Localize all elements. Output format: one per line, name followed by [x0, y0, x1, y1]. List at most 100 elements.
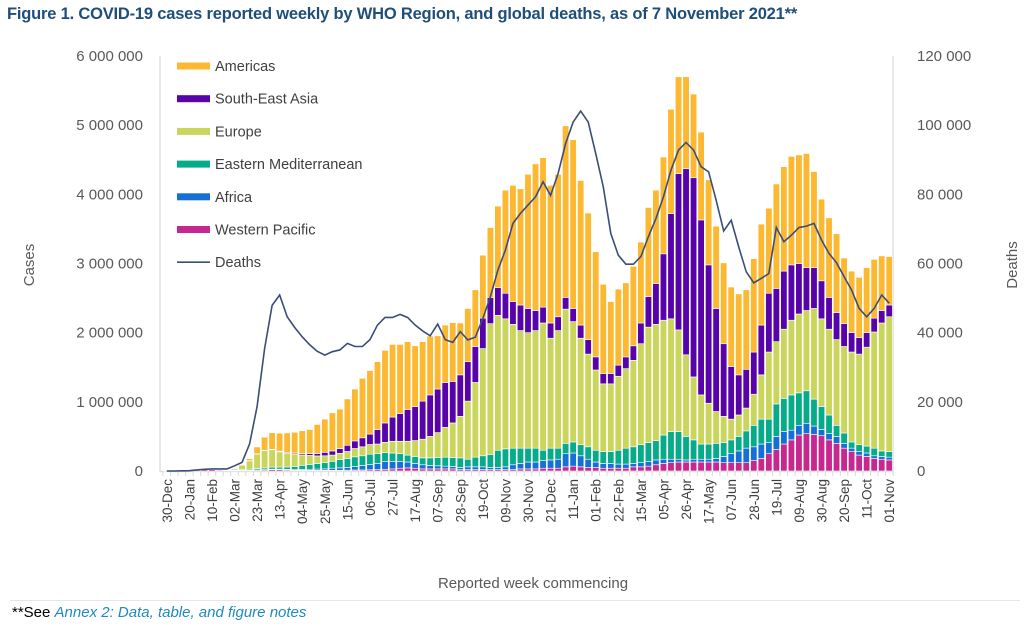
bar-segment-western-pacific	[810, 434, 818, 472]
bar-segment-europe	[825, 328, 833, 416]
bar-segment-americas	[321, 418, 329, 453]
bar-segment-europe	[516, 330, 524, 449]
bar-segment-western-pacific	[562, 466, 570, 472]
bar-segment-africa	[343, 467, 351, 471]
x-tick-label: 17-May	[702, 479, 717, 524]
bar-segment-americas	[863, 267, 871, 333]
bar-segment-africa	[358, 465, 366, 471]
bar-segment-western-pacific	[817, 435, 826, 472]
bar-segment-western-pacific	[547, 467, 555, 472]
bar-segment-europe	[501, 318, 509, 450]
bar-segment-south-east-asia	[366, 433, 374, 445]
bar-segment-south-east-asia	[426, 394, 434, 437]
bar-segment-americas	[516, 188, 524, 306]
bar-segment-americas	[885, 256, 893, 306]
bar-segment-europe	[389, 440, 397, 454]
x-tick-label: 30-Dec	[160, 479, 175, 523]
bar-segment-americas	[419, 341, 427, 402]
x-tick-label: 17-Aug	[408, 479, 423, 523]
bar-segment-south-east-asia	[667, 213, 675, 320]
y-tick-label: 4 000 000	[76, 186, 143, 203]
bar-segment-europe	[381, 441, 389, 453]
bar-segment-western-pacific	[848, 451, 856, 472]
bar-segment-western-pacific	[652, 464, 660, 472]
annex-link[interactable]: Annex 2: Data, table, and figure notes	[54, 604, 307, 621]
bar-segment-europe	[524, 332, 532, 449]
bar-segment-eastern-mediterranean	[464, 458, 472, 468]
bar-segment-eastern-mediterranean	[772, 403, 780, 437]
bar-segment-africa	[659, 458, 667, 464]
bar-segment-eastern-mediterranean	[878, 450, 886, 457]
bar-segment-europe	[343, 451, 351, 459]
bar-segment-eastern-mediterranean	[637, 444, 645, 464]
bar-segment-eastern-mediterranean	[486, 454, 494, 468]
bar-segment-south-east-asia	[802, 267, 810, 311]
bar-segment-eastern-mediterranean	[569, 441, 577, 454]
bar-segment-europe	[659, 319, 667, 436]
bar-segment-western-pacific	[419, 468, 427, 472]
legend-label: Deaths	[215, 255, 261, 271]
bar-segment-europe	[404, 440, 412, 456]
bar-segment-western-pacific	[870, 458, 878, 472]
bar-segment-americas	[674, 76, 683, 174]
bar-segment-europe	[652, 324, 660, 441]
bar-segment-western-pacific	[772, 449, 780, 472]
bar-segment-europe	[486, 323, 494, 455]
bar-segment-eastern-mediterranean	[795, 392, 803, 426]
bar-segment-africa	[509, 464, 517, 470]
bar-segment-europe	[802, 310, 810, 392]
legend-swatch	[177, 95, 210, 103]
bar-segment-eastern-mediterranean	[313, 463, 321, 470]
bar-segment-eastern-mediterranean	[389, 452, 397, 462]
bar-segment-americas	[547, 185, 555, 324]
bar-segment-south-east-asia	[637, 322, 645, 345]
bar-segment-europe	[261, 450, 269, 469]
bar-segment-africa	[855, 451, 863, 456]
bar-segment-americas	[772, 183, 780, 289]
bar-segment-americas	[690, 93, 698, 179]
legend-swatch	[177, 127, 210, 135]
bar-segment-europe	[735, 414, 743, 437]
x-tick-label: 11-Oct	[860, 479, 875, 519]
bar-segment-europe	[810, 308, 818, 400]
bar-segment-americas	[456, 322, 464, 376]
bar-segment-africa	[637, 462, 645, 468]
footnote-divider	[10, 600, 1020, 601]
x-tick-label: 30-Nov	[521, 479, 536, 523]
bar-segment-africa	[705, 458, 713, 463]
y-tick-label: 5 000 000	[76, 117, 143, 134]
bar-segment-americas	[358, 378, 366, 439]
bar-segment-europe	[441, 427, 449, 458]
bar-segment-americas	[501, 189, 509, 294]
bar-segment-europe	[712, 411, 720, 444]
bar-segment-western-pacific	[659, 463, 667, 472]
bar-segment-south-east-asia	[471, 346, 479, 383]
bar-segment-americas	[411, 345, 419, 407]
bar-segment-south-east-asia	[863, 332, 871, 348]
bar-segment-americas	[562, 125, 570, 298]
y2-tick-label: 100 000	[917, 117, 971, 134]
bar-segment-europe	[569, 321, 577, 443]
bar-segment-africa	[885, 456, 893, 461]
bar-segment-africa	[810, 425, 818, 435]
bar-segment-africa	[742, 447, 750, 463]
bar-segment-western-pacific	[516, 468, 524, 472]
bar-segment-africa	[802, 422, 810, 434]
bar-segment-americas	[426, 335, 434, 396]
bar-segment-africa	[614, 463, 622, 469]
bar-segment-south-east-asia	[336, 448, 344, 454]
bar-segment-americas	[757, 223, 765, 326]
y-tick-labels: 0 1 000 000 2 000 000 3 000 000 4 000 000 5 0…	[76, 48, 143, 480]
bar-segment-western-pacific	[614, 467, 622, 472]
bar-segment-americas	[644, 207, 652, 298]
bar-segment-africa	[554, 458, 562, 469]
legend-swatch	[177, 193, 210, 201]
bar-segment-eastern-mediterranean	[547, 447, 555, 461]
bar-segment-western-pacific	[705, 461, 713, 472]
bar-segment-south-east-asia	[509, 301, 517, 325]
bar-segment-eastern-mediterranean	[434, 457, 442, 467]
bar-segment-americas	[246, 458, 254, 461]
bar-segment-africa	[494, 467, 502, 470]
bar-segment-eastern-mediterranean	[757, 418, 765, 445]
y-tick-label: 1 000 000	[76, 394, 143, 411]
